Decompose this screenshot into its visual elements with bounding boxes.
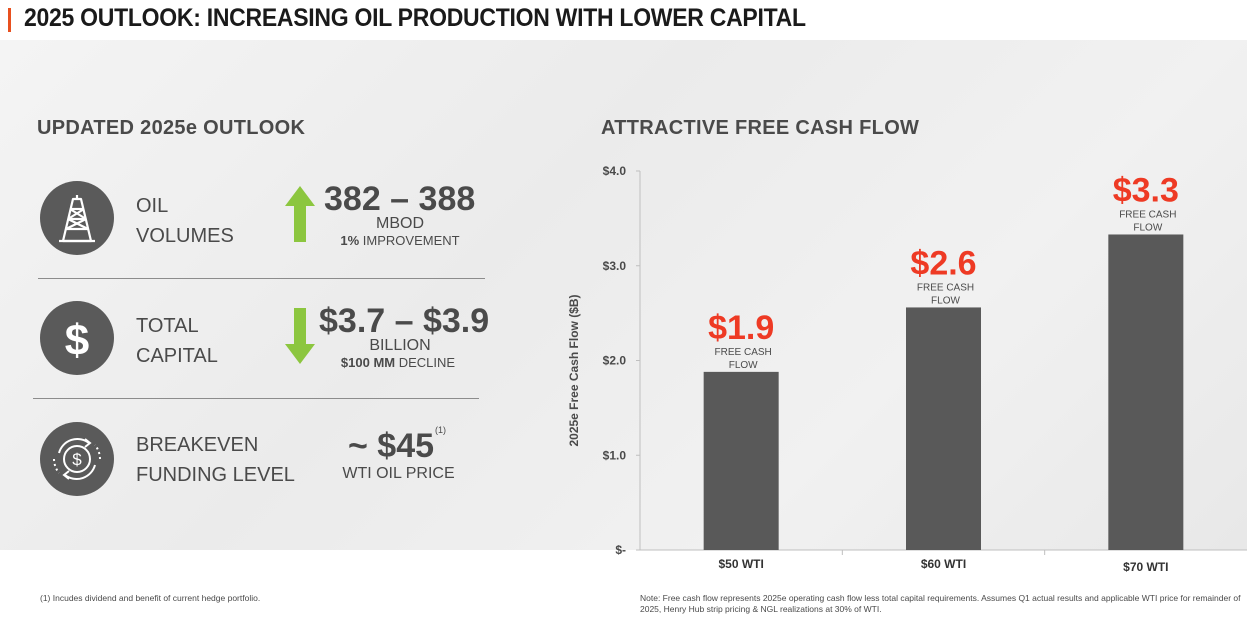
total-capital-label-line1: TOTAL	[136, 315, 199, 337]
x-tick-label: $70 WTI	[1123, 560, 1168, 574]
row-divider	[33, 398, 479, 399]
oil-derrick-icon	[40, 181, 114, 255]
y-tick-label: $4.0	[603, 164, 627, 178]
arrow-up-icon	[285, 186, 315, 242]
dollar-cycle-icon: $	[40, 422, 114, 496]
y-tick-label: $-	[615, 543, 626, 557]
title-accent-bar	[8, 8, 11, 32]
total-capital-sub-bold: $100 MM	[340, 355, 396, 370]
oil-volumes-label-line1: OIL	[136, 195, 169, 217]
total-capital-unit: BILLION	[369, 337, 431, 354]
bar-annotation-line2: FLOW	[1133, 222, 1162, 233]
bar-2	[906, 307, 981, 550]
y-tick-label: $2.0	[603, 354, 627, 368]
x-tick-label: $60 WTI	[921, 557, 966, 571]
bar-annotation-line1: FREE CASH	[1119, 209, 1176, 220]
breakeven-footnote-marker: (1)	[435, 425, 446, 435]
background-band	[0, 40, 1247, 550]
oil-volumes-row: OIL VOLUMES 382 – 388 MBOD 1% IMPROVEMEN…	[0, 172, 540, 282]
oil-volumes-label: OIL VOLUMES	[136, 191, 234, 251]
breakeven-label: BREAKEVEN FUNDING LEVEL	[136, 430, 295, 490]
chart-note: Note: Free cash flow represents 2025e op…	[640, 593, 1241, 614]
bar-annotation-line2: FLOW	[729, 360, 758, 371]
oil-volumes-sub: 1% IMPROVEMENT	[320, 233, 480, 248]
y-axis-label: 2025e Free Cash Flow ($B)	[567, 294, 581, 446]
bar-3	[1108, 234, 1184, 551]
data-label: $1.9	[708, 309, 774, 347]
oil-volumes-label-line2: VOLUMES	[136, 225, 234, 247]
y-ticks: $- $1.0 $2.0 $3.0 $4.0	[603, 164, 640, 557]
total-capital-label-line2: CAPITAL	[136, 345, 218, 367]
fcf-bar-chart: 2025e Free Cash Flow ($B) $- $1.0 $2.0 $3.0…	[567, 164, 1247, 574]
svg-text:$: $	[72, 450, 82, 469]
breakeven-label-line1: BREAKEVEN	[136, 434, 259, 456]
y-tick-label: $1.0	[603, 448, 627, 462]
total-capital-sub-text: DECLINE	[395, 355, 456, 370]
svg-text:$: $	[65, 316, 89, 363]
arrow-down-icon	[285, 308, 315, 364]
breakeven-row: $ BREAKEVEN FUNDING LEVEL ~ $45 (1) WTI …	[0, 413, 540, 523]
x-tick-label: $50 WTI	[718, 557, 763, 571]
total-capital-label: TOTAL CAPITAL	[136, 311, 218, 371]
footnote: (1) Incudes dividend and benefit of curr…	[40, 593, 261, 603]
chart-title: ATTRACTIVE FREE CASH FLOW	[601, 117, 920, 139]
outlook-heading: UPDATED 2025e OUTLOOK	[37, 117, 306, 139]
oil-volumes-unit: MBOD	[376, 215, 424, 232]
page-title: 2025 OUTLOOK: INCREASING OIL PRODUCTION …	[24, 4, 806, 32]
x-ticks: $50 WTI $60 WTI $70 WTI	[718, 550, 1169, 574]
data-label: $3.3	[1113, 171, 1179, 209]
bar-annotation-line1: FREE CASH	[917, 282, 974, 293]
total-capital-value: $3.7 – $3.9	[319, 302, 490, 340]
oil-volumes-value: 382 – 388	[324, 180, 476, 218]
total-capital-sub: $100 MM DECLINE	[318, 355, 478, 370]
row-divider	[38, 278, 485, 279]
breakeven-unit: WTI OIL PRICE	[342, 465, 455, 482]
breakeven-value: ~ $45	[348, 427, 435, 465]
total-capital-row: $ TOTAL CAPITAL $3.7 – $3.9 BILLION $100…	[0, 292, 540, 402]
dollar-icon: $	[40, 301, 114, 375]
data-label: $2.6	[910, 244, 976, 282]
bar-1	[703, 371, 779, 550]
bar-annotation-line2: FLOW	[931, 295, 960, 306]
breakeven-label-line2: FUNDING LEVEL	[136, 464, 295, 486]
y-tick-label: $3.0	[603, 259, 627, 273]
oil-volumes-sub-text: IMPROVEMENT	[359, 233, 460, 248]
bar-annotation-line1: FREE CASH	[715, 347, 772, 358]
bars	[703, 234, 1184, 551]
oil-volumes-sub-bold: 1%	[340, 233, 360, 248]
